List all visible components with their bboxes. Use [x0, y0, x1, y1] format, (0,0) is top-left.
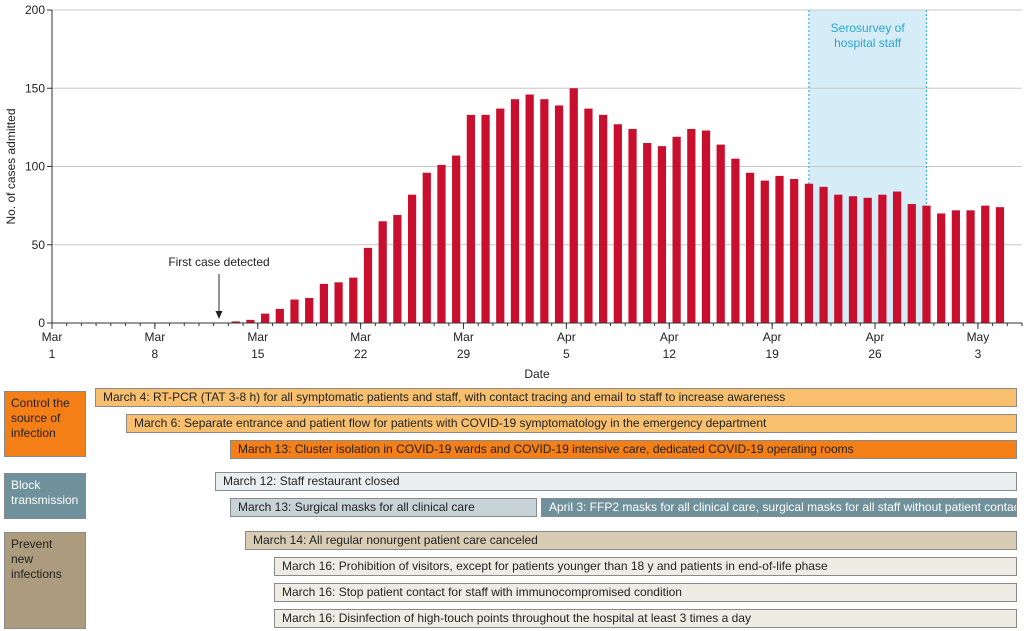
bar [731, 158, 740, 323]
bar [525, 94, 534, 323]
x-tick-day: 29 [457, 347, 471, 361]
bar [848, 196, 858, 323]
bar [937, 213, 946, 323]
bar [496, 108, 505, 323]
y-axis-title: No. of cases admitted [4, 108, 18, 224]
bar [319, 283, 329, 323]
bar [628, 128, 637, 323]
x-tick-day: 26 [868, 347, 882, 361]
intervention-march14-care-canceled: March 14: All regular nonurgent patient … [245, 531, 1017, 550]
bar [569, 88, 578, 323]
bar [510, 99, 520, 323]
intervention-march16-staff-contact: March 16: Stop patient contact for staff… [274, 583, 1017, 602]
x-tick-month: Apr [866, 330, 885, 344]
bar [599, 114, 608, 323]
bar [657, 146, 667, 323]
bar [643, 143, 652, 323]
bar [863, 197, 872, 323]
bar [892, 191, 902, 323]
x-tick-day: 19 [765, 347, 779, 361]
serosurvey-label: hospital staff [834, 36, 902, 50]
bar [437, 164, 446, 323]
group-control-source: Control the source of infection [4, 391, 86, 457]
x-tick-month: May [967, 330, 990, 344]
bar [878, 194, 887, 323]
bar [466, 114, 475, 323]
x-tick-day: 3 [975, 347, 982, 361]
y-tick-label: 50 [32, 238, 46, 252]
intervention-march6-separate-entrance: March 6: Separate entrance and patient f… [126, 414, 1017, 433]
x-tick-month: Apr [660, 330, 679, 344]
group-block-transmission: Block transmission [4, 473, 86, 519]
bar [745, 172, 755, 323]
x-tick-day: 15 [251, 347, 265, 361]
bar [275, 308, 284, 323]
x-tick-day: 5 [563, 347, 570, 361]
bar [981, 205, 990, 323]
annotation-arrow-head [215, 311, 223, 319]
bar [613, 124, 622, 324]
x-tick-month: Mar [247, 330, 268, 344]
bar [775, 175, 784, 323]
x-tick-month: Apr [557, 330, 576, 344]
bar [907, 204, 916, 323]
intervention-march13-surgical-masks: March 13: Surgical masks for all clinica… [230, 498, 537, 517]
bar [804, 183, 814, 323]
x-tick-month: Mar [42, 330, 63, 344]
intervention-april3-ffp2: April 3: FFP2 masks for all clinical car… [541, 498, 1017, 517]
bar [922, 205, 931, 323]
bar [481, 114, 490, 323]
bar [760, 180, 769, 323]
bar [819, 186, 828, 323]
intervention-march16-disinfection: March 16: Disinfection of high-touch poi… [274, 609, 1017, 628]
bar [995, 207, 1005, 323]
x-tick-day: 8 [152, 347, 159, 361]
x-tick-day: 1 [49, 347, 56, 361]
y-tick-label: 0 [38, 316, 45, 330]
x-axis-title: Date [524, 367, 550, 381]
serosurvey-label: Serosurvey of [831, 21, 906, 35]
intervention-march13-cluster-isolation: March 13: Cluster isolation in COVID-19 … [230, 440, 1017, 459]
bar [540, 99, 549, 323]
bar [452, 155, 461, 323]
x-tick-month: Mar [350, 330, 371, 344]
bar [246, 319, 255, 323]
bar [790, 179, 799, 323]
x-tick-month: Mar [145, 330, 166, 344]
bar [305, 297, 314, 323]
bar [334, 282, 343, 323]
bar [687, 128, 696, 323]
bar [701, 130, 711, 323]
x-tick-month: Mar [453, 330, 474, 344]
bar [363, 247, 373, 323]
intervention-march4-rtpcr: March 4: RT-PCR (TAT 3-8 h) for all symp… [95, 388, 1017, 407]
bar [672, 136, 681, 323]
bar [378, 221, 387, 323]
bar [716, 144, 725, 323]
bar [554, 105, 564, 323]
x-tick-month: Apr [763, 330, 782, 344]
bar [290, 299, 299, 323]
intervention-march16-visitors: March 16: Prohibition of visitors, excep… [274, 557, 1017, 576]
y-tick-label: 150 [25, 81, 45, 95]
bar [422, 172, 431, 323]
bar [231, 321, 240, 323]
bar [349, 277, 358, 323]
group-prevent-infections: Prevent new infections [4, 532, 86, 629]
x-tick-day: 22 [354, 347, 368, 361]
y-tick-label: 200 [25, 3, 45, 17]
bar [951, 210, 960, 323]
intervention-march12-restaurant: March 12: Staff restaurant closed [215, 472, 1017, 491]
bar [834, 194, 843, 323]
y-tick-label: 100 [25, 160, 45, 174]
first-case-annotation: First case detected [168, 255, 269, 269]
bar [393, 215, 402, 323]
bar [407, 194, 417, 323]
x-tick-day: 12 [663, 347, 677, 361]
bar [584, 108, 593, 323]
bar [260, 313, 270, 323]
bar [966, 210, 975, 323]
